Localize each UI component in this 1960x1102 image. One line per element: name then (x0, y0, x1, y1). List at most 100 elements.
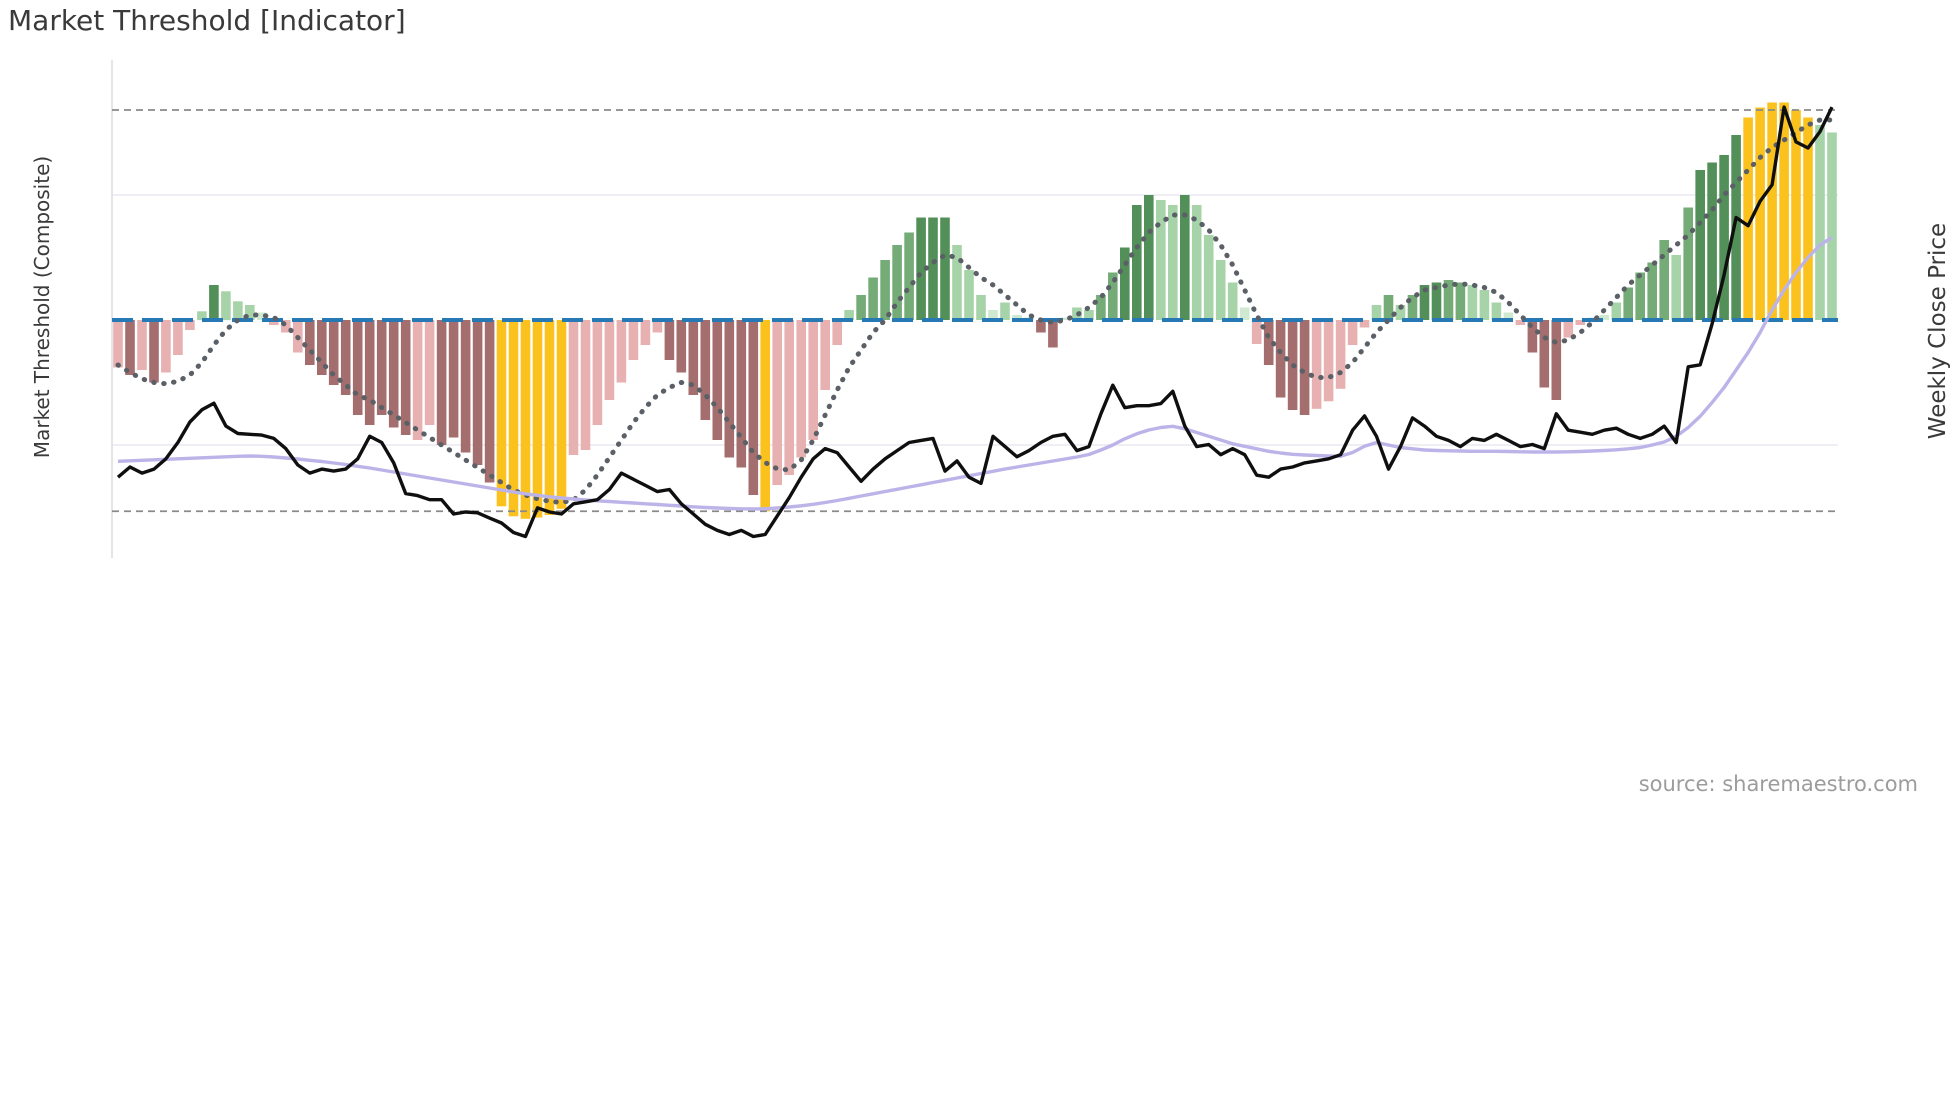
threshold-bar (1611, 302, 1622, 320)
threshold-bar (317, 320, 327, 375)
threshold-bar (1000, 302, 1010, 320)
threshold-bar (1539, 320, 1550, 388)
threshold-bar (257, 312, 267, 320)
threshold-bar (448, 320, 459, 438)
threshold-bar (281, 320, 291, 333)
threshold-bar (1467, 285, 1478, 320)
threshold-bar (928, 217, 938, 320)
threshold-bar (1203, 235, 1214, 320)
threshold-bar (1239, 307, 1250, 320)
threshold-bar (1647, 262, 1657, 320)
threshold-bar (1012, 315, 1022, 320)
threshold-bar (1311, 320, 1322, 409)
threshold-bar (1383, 295, 1394, 320)
threshold-bar (364, 320, 375, 425)
threshold-bar (376, 320, 387, 415)
threshold-bar (1659, 240, 1669, 320)
threshold-bar (1791, 110, 1801, 320)
threshold-bar (952, 245, 962, 320)
magic-line (115, 117, 1835, 506)
threshold-bar (868, 277, 878, 320)
threshold-bar (161, 320, 171, 373)
threshold-bar (1060, 317, 1070, 320)
threshold-bar (796, 320, 806, 458)
threshold-bar (1144, 195, 1154, 320)
threshold-bar (1815, 125, 1825, 320)
threshold-bar (1431, 282, 1442, 320)
threshold-bar (1168, 205, 1178, 320)
threshold-bar (844, 310, 854, 320)
page-title: Market Threshold [Indicator] (8, 4, 406, 37)
threshold-bar (149, 320, 159, 383)
threshold-bar (892, 245, 902, 320)
threshold-bar (964, 270, 974, 320)
threshold-bar (1156, 200, 1166, 320)
threshold-bar (532, 320, 543, 518)
threshold-bar (1623, 287, 1633, 320)
threshold-bar (1275, 320, 1286, 398)
threshold-bar (940, 217, 950, 320)
threshold-bar (1707, 162, 1717, 320)
threshold-bar (976, 295, 986, 320)
threshold-bar (1048, 320, 1058, 348)
threshold-bar (520, 320, 531, 519)
threshold-bar (1299, 320, 1310, 415)
threshold-bar (1599, 315, 1610, 320)
threshold-bar (1407, 295, 1418, 320)
threshold-bar (400, 320, 411, 435)
threshold-bar (628, 320, 639, 360)
threshold-bar (1683, 207, 1693, 320)
threshold-bar (724, 320, 735, 458)
threshold-bar (1491, 302, 1502, 320)
threshold-bar (820, 320, 830, 390)
threshold-bar (496, 320, 507, 507)
threshold-bar (1108, 272, 1118, 320)
threshold-bar (676, 320, 687, 373)
threshold-bar (688, 320, 699, 395)
threshold-bar (1371, 305, 1382, 320)
threshold-bar (1779, 102, 1789, 320)
threshold-bar (1191, 205, 1202, 320)
threshold-bar (760, 320, 770, 512)
threshold-bar (1755, 107, 1765, 320)
threshold-bar (436, 320, 447, 445)
threshold-bar (269, 320, 279, 325)
threshold-bar (784, 320, 794, 475)
threshold-bar (125, 320, 135, 375)
threshold-bar (508, 320, 519, 517)
threshold-bar (1575, 320, 1586, 325)
threshold-bar (197, 311, 207, 321)
threshold-bar (1036, 320, 1046, 333)
threshold-bar (832, 320, 842, 345)
threshold-bar (1215, 260, 1226, 320)
threshold-bar (460, 320, 471, 453)
threshold-bar (113, 320, 123, 368)
threshold-bar (472, 320, 483, 465)
threshold-bar (209, 285, 219, 320)
threshold-bar (1132, 205, 1142, 320)
threshold-bar (221, 291, 231, 321)
source-credit: source: sharemaestro.com (1638, 772, 1918, 796)
threshold-bar (245, 305, 255, 320)
threshold-bar (616, 320, 627, 383)
threshold-bar (652, 320, 663, 333)
threshold-bar (880, 260, 890, 320)
threshold-bar (1635, 272, 1645, 320)
threshold-bar (1731, 135, 1741, 320)
threshold-bar (712, 320, 723, 440)
threshold-bar (1551, 320, 1562, 400)
threshold-bar (1251, 320, 1262, 344)
threshold-bar (1180, 195, 1190, 320)
threshold-bar (1503, 312, 1514, 320)
threshold-bar (1671, 255, 1681, 320)
threshold-bar (1563, 320, 1574, 338)
threshold-bar (772, 320, 782, 485)
threshold-bar (1084, 310, 1094, 320)
threshold-bar (700, 320, 711, 420)
threshold-bar (484, 320, 495, 483)
threshold-bar (1743, 117, 1753, 320)
threshold-bar (988, 310, 998, 320)
threshold-bar (1263, 320, 1274, 365)
